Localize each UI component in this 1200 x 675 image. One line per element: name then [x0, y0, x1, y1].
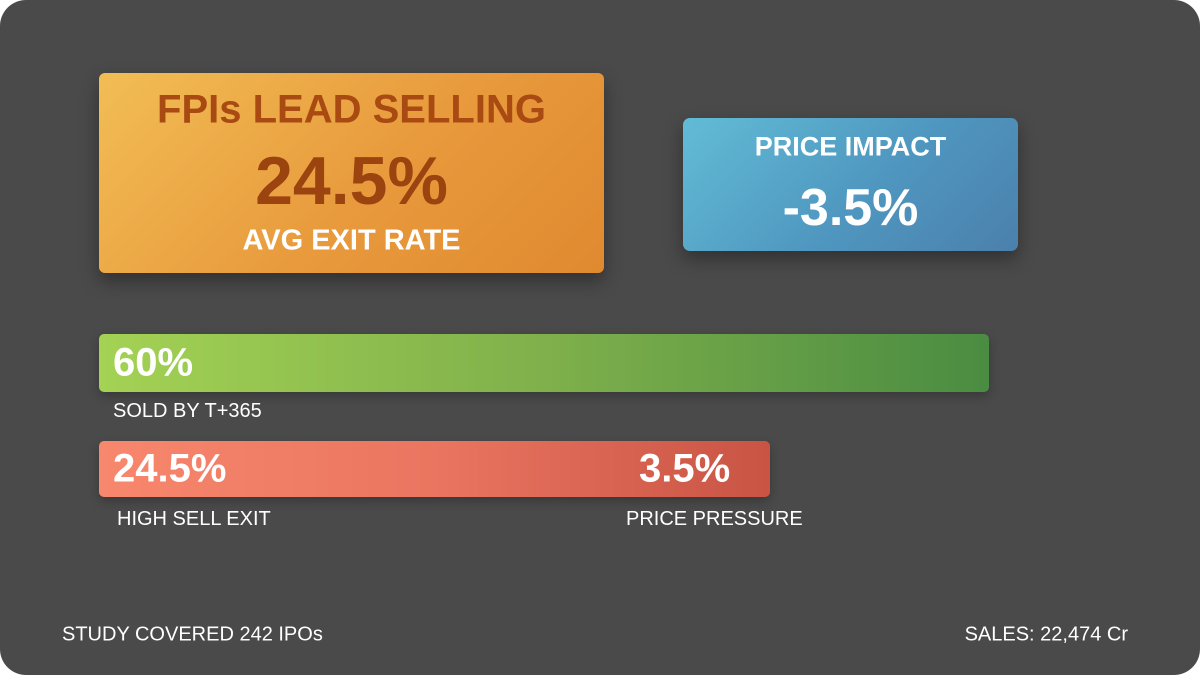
- high-sell-exit-bar: 24.5% 3.5%: [99, 441, 770, 497]
- price-pressure-caption: PRICE PRESSURE: [626, 508, 803, 530]
- sold-bar-caption: SOLD BY T+365: [113, 400, 262, 422]
- sales-total-note: SALES: 22,474 Cr: [964, 623, 1128, 646]
- price-pressure-value: 3.5%: [639, 446, 731, 491]
- price-impact-value: -3.5%: [782, 179, 919, 237]
- lead-card-title: FPIs LEAD SELLING: [157, 87, 546, 132]
- impact-card-title: PRICE IMPACT: [754, 131, 947, 162]
- price-impact-card: PRICE IMPACT -3.5%: [683, 118, 1018, 251]
- sold-by-t365-bar: 60%: [99, 334, 989, 392]
- fpi-lead-selling-card: FPIs LEAD SELLING 24.5% AVG EXIT RATE: [99, 73, 604, 273]
- avg-exit-rate-value: 24.5%: [255, 143, 448, 219]
- sold-bar-value: 60%: [113, 340, 194, 385]
- exit-bar-value: 24.5%: [113, 446, 227, 491]
- lead-card-subtitle: AVG EXIT RATE: [242, 224, 461, 257]
- study-coverage-note: STUDY COVERED 242 IPOs: [62, 623, 323, 646]
- exit-bar-caption: HIGH SELL EXIT: [117, 508, 271, 530]
